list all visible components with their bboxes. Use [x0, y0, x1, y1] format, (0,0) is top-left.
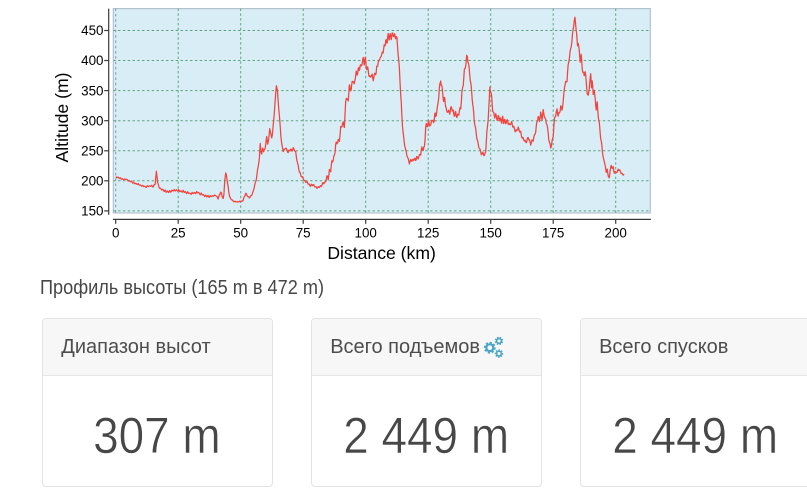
- svg-text:250: 250: [81, 144, 103, 159]
- svg-text:Altitude (m): Altitude (m): [52, 73, 72, 163]
- svg-text:50: 50: [233, 226, 248, 241]
- svg-text:200: 200: [81, 174, 103, 189]
- svg-text:200: 200: [605, 226, 627, 241]
- svg-text:300: 300: [81, 113, 103, 128]
- svg-text:175: 175: [542, 226, 564, 241]
- svg-text:25: 25: [171, 226, 186, 241]
- svg-text:450: 450: [81, 23, 103, 38]
- svg-text:125: 125: [417, 226, 439, 241]
- svg-text:150: 150: [480, 226, 502, 241]
- svg-text:0: 0: [112, 226, 119, 241]
- svg-text:Distance (km): Distance (km): [327, 243, 436, 263]
- svg-text:350: 350: [81, 83, 103, 98]
- svg-text:400: 400: [81, 53, 103, 68]
- svg-text:75: 75: [296, 226, 311, 241]
- svg-text:100: 100: [355, 226, 377, 241]
- svg-text:150: 150: [81, 204, 103, 219]
